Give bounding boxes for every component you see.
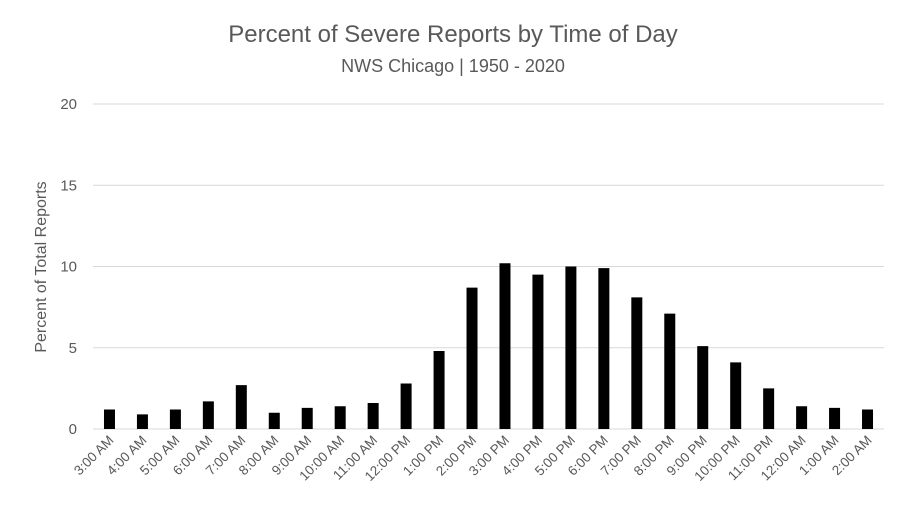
bar	[169, 409, 181, 429]
bar	[796, 406, 808, 429]
y-tick-label: 10	[60, 259, 77, 276]
chart-subtitle: NWS Chicago | 1950 - 2020	[341, 56, 565, 76]
bar	[862, 409, 874, 429]
bar	[499, 263, 511, 429]
y-tick-label: 5	[69, 340, 77, 357]
bar	[466, 287, 478, 429]
bar	[532, 274, 544, 429]
bar	[433, 351, 445, 429]
y-tick-label: 15	[60, 177, 77, 194]
y-tick-labels: 0 5 10 15 20	[60, 96, 77, 438]
bar	[400, 383, 412, 429]
chart-title: Percent of Severe Reports by Time of Day	[228, 21, 678, 48]
bar	[202, 401, 214, 429]
bar	[301, 407, 313, 429]
bar	[598, 268, 610, 429]
bar	[631, 297, 643, 429]
bar	[697, 346, 709, 429]
bar	[730, 362, 742, 429]
bar	[103, 409, 115, 429]
bar	[565, 266, 577, 429]
y-axis-label: Percent of Total Reports	[33, 181, 50, 352]
bar	[829, 407, 841, 429]
bars	[103, 263, 874, 429]
bar	[235, 385, 247, 429]
x-tick-labels: 3:00 AM4:00 AM5:00 AM6:00 AM7:00 AM8:00 …	[71, 433, 875, 484]
bar	[664, 313, 676, 429]
y-tick-label: 20	[60, 96, 77, 113]
bar	[268, 412, 280, 429]
gridlines	[93, 103, 884, 430]
bar	[334, 406, 346, 429]
bar	[763, 388, 775, 429]
y-tick-label: 0	[69, 421, 77, 438]
bar	[367, 403, 379, 429]
bar	[136, 414, 148, 429]
